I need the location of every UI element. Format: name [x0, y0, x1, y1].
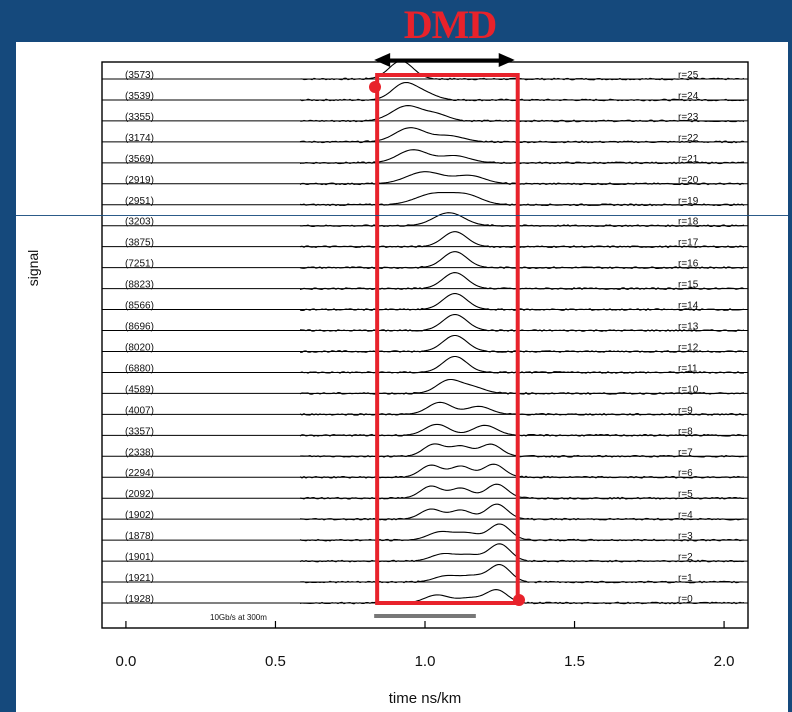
trace-count-label: (2919)	[125, 175, 154, 186]
trace-count-label: (3573)	[125, 70, 154, 81]
trace-count-label: (2338)	[125, 447, 154, 458]
trace-count-label: (3569)	[125, 154, 154, 165]
signal-trace	[299, 564, 745, 584]
trace-count-label: (2951)	[125, 196, 154, 207]
trace-count-label: (1921)	[125, 573, 154, 584]
dmd-marker-bottom	[513, 594, 525, 606]
trace-count-label: (3875)	[125, 238, 154, 249]
trace-offset-label: r=14	[678, 301, 699, 312]
plot-border	[101, 61, 749, 629]
signal-trace	[299, 463, 745, 479]
trace-count-label: (2092)	[125, 489, 154, 500]
trace-offset-label: r=21	[678, 154, 699, 165]
signal-trace	[299, 443, 745, 458]
signal-trace	[299, 105, 745, 123]
signal-trace	[299, 503, 745, 521]
plot-area: 0.0 0.5 1.0 1.5 2.0 (3573) r=25 (3539) r=24 (3355…	[101, 53, 749, 670]
trace-count-label: (2294)	[125, 468, 154, 479]
signal-trace	[299, 171, 745, 186]
trace-count-label: (8566)	[125, 301, 154, 312]
dmd-window-box	[375, 73, 520, 605]
signal-trace	[299, 378, 745, 395]
trace-offset-label: r=2	[678, 552, 693, 563]
signal-trace	[299, 334, 745, 353]
trace-count-label: (7251)	[125, 259, 154, 270]
y-axis-label: signal	[25, 250, 41, 287]
signal-trace	[299, 523, 745, 542]
signal-trace	[299, 272, 745, 291]
trace-count-label: (1902)	[125, 510, 154, 521]
trace-offset-label: r=24	[678, 91, 699, 102]
signal-trace	[299, 81, 745, 102]
trace-count-label: (4589)	[125, 384, 154, 395]
x-axis-label: time ns/km	[389, 690, 462, 707]
trace-offset-label: r=25	[678, 70, 699, 81]
trace-offset-label: r=12	[678, 342, 699, 353]
trace-count-label: (1928)	[125, 594, 154, 605]
trace-offset-label: r=8	[678, 426, 693, 437]
signal-trace	[299, 401, 745, 416]
signal-trace	[299, 149, 745, 165]
trace-offset-label: r=0	[678, 594, 693, 605]
signal-trace	[299, 60, 745, 81]
trace-offset-label: r=16	[678, 259, 699, 270]
signal-trace	[299, 251, 745, 270]
signal-trace	[299, 192, 745, 207]
trace-offset-label: r=22	[678, 133, 699, 144]
slide-divider-line	[0, 215, 792, 216]
trace-count-label: (8823)	[125, 280, 154, 291]
trace-count-label: (8696)	[125, 322, 154, 333]
chart-title: DMD	[403, 2, 498, 47]
trace-count-label: (3357)	[125, 426, 154, 437]
trace-count-label: (3174)	[125, 133, 154, 144]
x-tick-label: 1.0	[415, 653, 436, 670]
signal-trace	[299, 314, 745, 332]
signal-trace	[299, 423, 745, 437]
trace-offset-label: r=10	[678, 384, 699, 395]
trace-count-label: (3203)	[125, 217, 154, 228]
chart-frame	[16, 42, 788, 712]
signal-trace	[299, 231, 745, 249]
dmd-arrow-right-head	[498, 53, 515, 67]
trace-count-label: (3355)	[125, 112, 154, 123]
trace-offset-label: r=3	[678, 531, 693, 542]
trace-count-label: (8020)	[125, 342, 154, 353]
trace-count-label: (3539)	[125, 91, 154, 102]
trace-offset-label: r=6	[678, 468, 693, 479]
trace-count-label: (4007)	[125, 405, 154, 416]
dmd-marker-top	[369, 81, 381, 93]
trace-offset-label: r=4	[678, 510, 693, 521]
x-tick-label: 0.0	[115, 653, 136, 670]
signal-trace	[299, 293, 745, 312]
x-tick-label: 0.5	[265, 653, 286, 670]
trace-offset-label: r=1	[678, 573, 693, 584]
trace-offset-label: r=5	[678, 489, 693, 500]
trace-offset-label: r=11	[678, 363, 698, 374]
x-tick-label: 1.5	[564, 653, 585, 670]
trace-offset-label: r=23	[678, 112, 699, 123]
trace-offset-label: r=15	[678, 280, 699, 291]
trace-offset-label: r=17	[678, 238, 699, 249]
scale-bar-label: 10Gb/s at 300m	[210, 613, 267, 622]
signal-trace	[299, 543, 745, 563]
signal-trace	[299, 212, 745, 228]
dmd-arrow-left-head	[374, 53, 391, 67]
trace-count-label: (1878)	[125, 531, 154, 542]
trace-offset-label: r=19	[678, 196, 699, 207]
trace-count-label: (1901)	[125, 552, 154, 563]
signal-trace	[299, 127, 745, 144]
trace-offset-label: r=13	[678, 322, 699, 333]
trace-offset-label: r=18	[678, 217, 699, 228]
signal-trace	[299, 483, 744, 500]
x-tick-label: 2.0	[714, 653, 735, 670]
trace-offset-label: r=20	[678, 175, 699, 186]
trace-offset-label: r=7	[678, 447, 693, 458]
trace-count-label: (6880)	[125, 363, 154, 374]
trace-offset-label: r=9	[678, 405, 693, 416]
signal-trace	[299, 355, 745, 374]
